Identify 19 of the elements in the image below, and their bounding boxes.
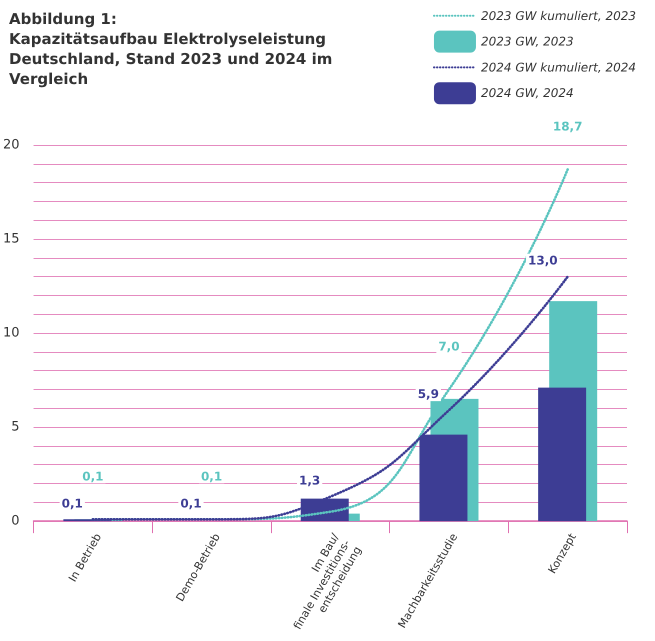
data-label: 0,1 (200, 469, 222, 484)
data-label: 5,9 (418, 387, 439, 402)
chart-title: Abbildung 1: Kapazitätsaufbau Elektrolyseleistung Deutschland, Stand 2023 und 2024 im Vergleich (9, 10, 332, 88)
data-label: 0,1 (82, 469, 104, 484)
legend-label: 2024 GW kumuliert, 2024 (480, 60, 636, 74)
data-label: 0,1 (180, 496, 202, 510)
y-tick-label: 20 (2, 138, 20, 152)
y-tick-label: 10 (2, 326, 20, 341)
legend-label: 2023 GW, 2023 (480, 34, 574, 49)
data-label: 18,7 (552, 119, 582, 134)
data-label: 7,0 (438, 340, 460, 354)
y-tick-label: 5 (11, 420, 20, 435)
legend-label: 2023 GW kumuliert, 2023 (480, 8, 636, 23)
data-label: 0,1 (62, 496, 83, 510)
y-tick-label: 15 (2, 232, 20, 247)
legend-label: 2024 GW, 2024 (480, 86, 574, 100)
data-label: 1,3 (299, 474, 320, 488)
y-tick-label: 0 (11, 514, 20, 529)
data-label: 13,0 (528, 254, 558, 268)
